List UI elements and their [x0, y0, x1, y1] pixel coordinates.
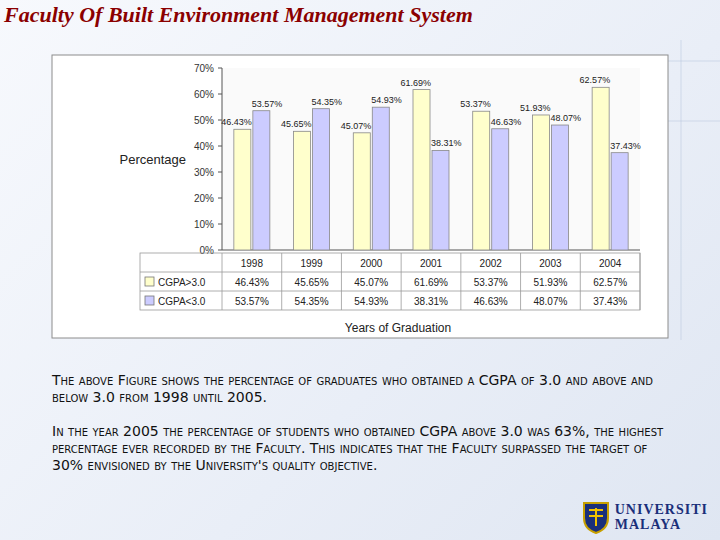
table-value: 46.63% — [474, 296, 508, 307]
x-tick-label: 2004 — [599, 258, 622, 269]
plot-area — [222, 68, 640, 250]
x-tick-label: 2001 — [420, 258, 443, 269]
y-tick-label: 10% — [194, 219, 214, 230]
data-label: 54.35% — [312, 97, 343, 107]
data-label: 53.57% — [252, 99, 283, 109]
table-value: 62.57% — [593, 277, 627, 288]
data-labels: 46.43% 45.65% 45.07% 61.69% 53.37% 51.93% 62.5… — [221, 75, 640, 150]
table-line — [580, 253, 581, 310]
table-value: 45.65% — [295, 277, 329, 288]
bar — [551, 125, 568, 250]
bar — [611, 153, 628, 250]
legend-entry: CGPA>3.0 — [158, 277, 206, 288]
bar — [253, 111, 270, 250]
bar — [532, 115, 549, 250]
slide-title: Faculty Of Built Environment Management … — [4, 2, 473, 28]
y-tick — [218, 172, 222, 173]
table-line — [222, 253, 223, 310]
table-value: 54.93% — [354, 296, 388, 307]
logo-text: UNIVERSITIMALAYA — [615, 502, 708, 532]
table-value: 53.37% — [474, 277, 508, 288]
table-value: 45.07% — [354, 277, 388, 288]
bar — [234, 129, 251, 250]
y-tick — [218, 146, 222, 147]
legend-swatch — [145, 277, 154, 286]
legend-entry: CGPA<3.0 — [158, 296, 206, 307]
data-label: 62.57% — [580, 75, 611, 85]
y-tick-label: 0% — [200, 245, 215, 256]
bar — [353, 133, 370, 250]
data-label: 61.69% — [400, 78, 431, 88]
y-tick — [218, 94, 222, 95]
bar — [413, 90, 430, 250]
y-tick — [218, 198, 222, 199]
table-value: 61.69% — [414, 277, 448, 288]
bars — [234, 87, 628, 250]
x-axis-label: Years of Graduation — [345, 321, 451, 335]
table-line — [140, 291, 640, 292]
y-tick-label: 70% — [194, 63, 214, 74]
table-line — [281, 253, 282, 310]
table-value: 37.43% — [593, 296, 627, 307]
table-value: 54.35% — [295, 296, 329, 307]
data-label: 38.31% — [431, 138, 462, 148]
logo-line: UNIVERSITI — [615, 502, 708, 517]
legend-swatch — [145, 296, 154, 305]
bar — [432, 150, 449, 250]
y-tick — [218, 68, 222, 69]
chart-frame — [52, 55, 668, 338]
data-label: 54.93% — [371, 95, 402, 105]
decoration — [680, 40, 682, 340]
data-label: 46.63% — [491, 117, 522, 127]
y-axis — [222, 68, 223, 250]
data-label: 45.65% — [281, 119, 312, 129]
table-line — [341, 253, 342, 310]
bar — [492, 129, 509, 250]
logo: UNIVERSITIMALAYA — [581, 500, 708, 534]
table-line — [140, 272, 640, 273]
table-value: 48.07% — [533, 296, 567, 307]
body-text: The above Figure shows the percentage of… — [52, 372, 672, 491]
bar — [294, 131, 311, 250]
logo-line: MALAYA — [615, 517, 708, 532]
logo-crest — [581, 500, 611, 534]
table-line — [460, 253, 461, 310]
data-table — [140, 253, 640, 310]
table-value: 46.43% — [235, 277, 269, 288]
x-axis — [222, 250, 640, 251]
y-axis-label: Percentage — [120, 152, 187, 167]
data-label: 48.07% — [550, 113, 581, 123]
bar — [372, 107, 389, 250]
x-tick-label: 2000 — [360, 258, 383, 269]
table-value: 53.57% — [235, 296, 269, 307]
table-line — [401, 253, 402, 310]
data-label: 37.43% — [610, 141, 641, 151]
y-tick — [218, 250, 222, 251]
y-tick-label: 20% — [194, 193, 214, 204]
paragraph: In the year 2005 the percentage of stude… — [52, 423, 672, 474]
x-tick-label: 1999 — [300, 258, 323, 269]
chart: 0% 10% 20% 30% 40% 50% 60% 70% Percentage Years o… — [0, 0, 720, 360]
bar — [592, 87, 609, 250]
data-label: 51.93% — [520, 103, 551, 113]
bar — [313, 109, 330, 250]
y-tick — [218, 224, 222, 225]
table-value: 51.93% — [533, 277, 567, 288]
x-tick-label: 1998 — [241, 258, 264, 269]
table-line — [520, 253, 521, 310]
x-tick-label: 2003 — [539, 258, 562, 269]
data-label: 53.37% — [460, 99, 491, 109]
y-tick-label: 30% — [194, 167, 214, 178]
data-label: 45.07% — [341, 121, 372, 131]
data-label: 46.43% — [221, 117, 252, 127]
y-tick-label: 50% — [194, 115, 214, 126]
y-tick-label: 40% — [194, 141, 214, 152]
table-value: 38.31% — [414, 296, 448, 307]
bar — [473, 111, 490, 250]
x-tick-label: 2002 — [480, 258, 503, 269]
table-line — [640, 253, 641, 310]
paragraph: The above Figure shows the percentage of… — [52, 372, 672, 406]
y-tick-label: 60% — [194, 89, 214, 100]
